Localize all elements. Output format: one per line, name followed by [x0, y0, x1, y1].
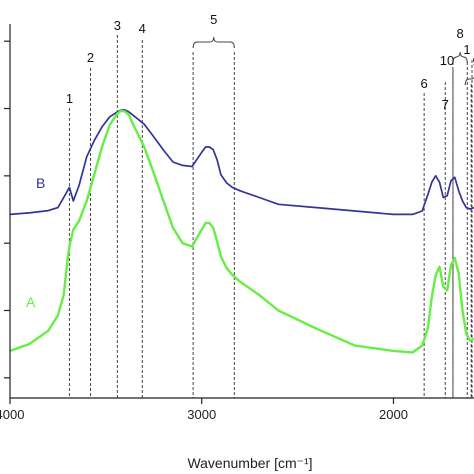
annotation-label: 8 — [456, 26, 463, 41]
annotation-label: 3 — [114, 18, 121, 33]
annotation-bracket — [464, 77, 474, 86]
annotation-label: 9 — [473, 54, 474, 69]
series-line-b — [9, 109, 474, 216]
x-axis-title: Wavenumber [cm⁻¹] — [187, 455, 312, 471]
x-tick-label: 4000 — [0, 407, 24, 422]
annotation-label: 7 — [442, 97, 449, 112]
series-line-a — [9, 109, 474, 354]
series-layer: BA — [9, 109, 474, 354]
axes-layer — [9, 24, 474, 399]
tick-layer: 4000 3000 2000 — [0, 40, 408, 422]
annotation-layer: 1 2 3 4 67 5 89 10 1 — [66, 12, 474, 398]
series-label-a: A — [26, 294, 36, 310]
annotation-label: 5 — [210, 12, 217, 27]
x-tick-label: 2000 — [379, 407, 408, 422]
annotation-label: 4 — [139, 21, 146, 36]
annotation-bracket — [192, 36, 235, 49]
annotation-label: 10 — [440, 53, 454, 68]
annotation-bracket — [452, 51, 468, 64]
series-label-b: B — [36, 175, 45, 191]
annotation-label: 1 — [66, 91, 73, 106]
x-tick-label: 3000 — [187, 407, 216, 422]
annotation-label: 6 — [421, 76, 428, 91]
annotation-label: 1 — [463, 42, 470, 57]
annotation-label: 2 — [87, 50, 94, 65]
